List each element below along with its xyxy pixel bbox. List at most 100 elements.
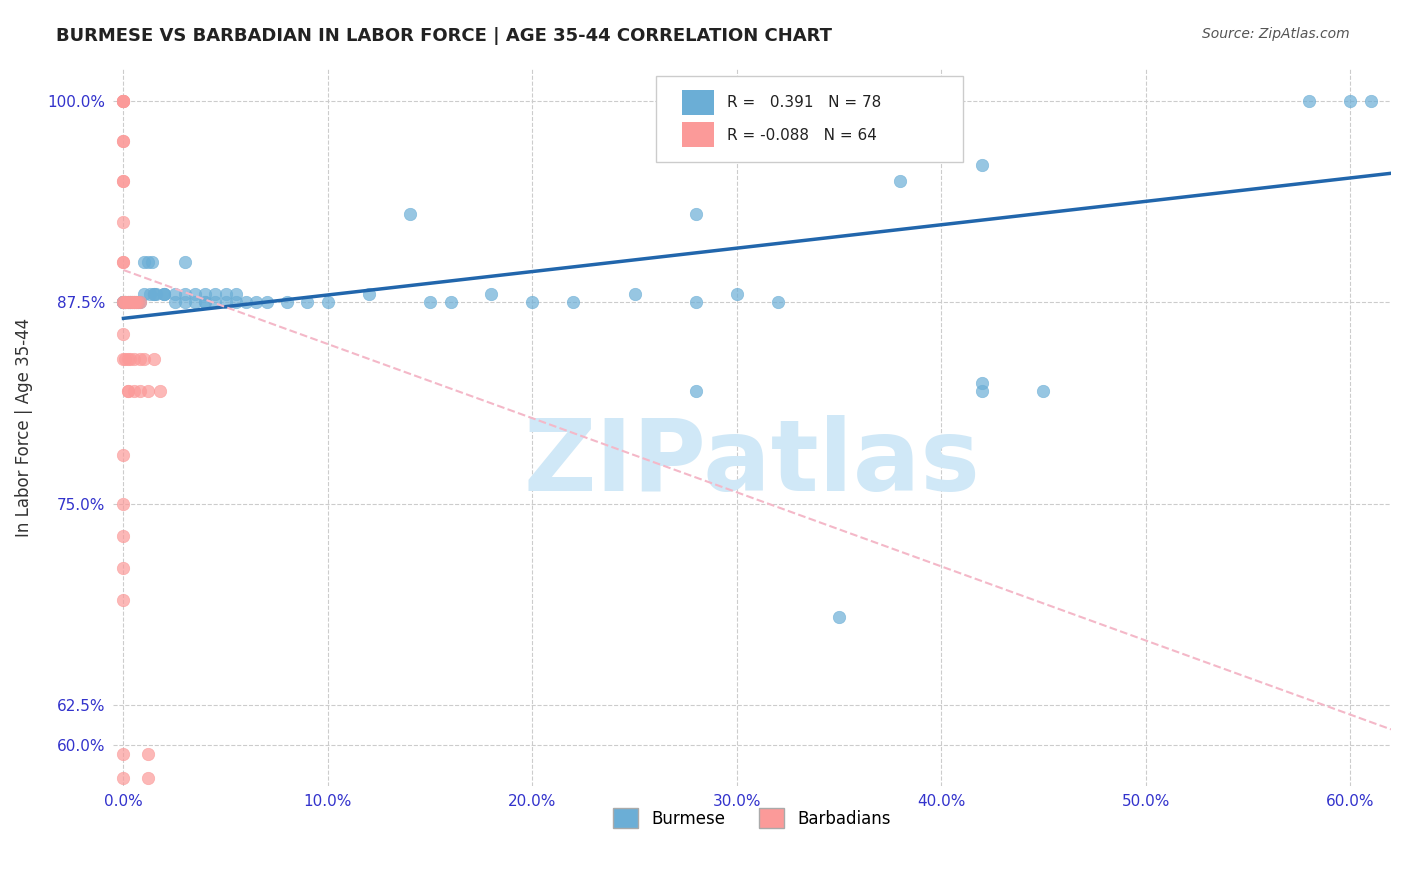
Point: [117, 295, 139, 310]
Point: [143, 287, 166, 301]
Point: [972, 376, 994, 390]
Point: [118, 295, 141, 310]
Point: [112, 134, 135, 148]
Point: [256, 295, 278, 310]
Point: [122, 351, 145, 366]
Point: [143, 287, 166, 301]
Point: [117, 295, 139, 310]
Point: [136, 771, 159, 785]
Point: [225, 295, 247, 310]
Point: [114, 295, 136, 310]
Point: [127, 295, 149, 310]
Point: [112, 255, 135, 269]
Point: [112, 351, 135, 366]
Point: [122, 384, 145, 398]
Point: [163, 295, 186, 310]
Point: [481, 287, 503, 301]
Point: [194, 287, 217, 301]
Point: [112, 295, 135, 310]
Point: [276, 295, 298, 310]
Point: [132, 351, 155, 366]
Point: [357, 287, 380, 301]
Point: [114, 295, 136, 310]
Point: [316, 295, 339, 310]
Point: [112, 529, 135, 543]
Point: [112, 174, 135, 188]
Point: [153, 287, 176, 301]
Point: [112, 295, 135, 310]
Point: [522, 295, 544, 310]
Text: R = -0.088   N = 64: R = -0.088 N = 64: [727, 128, 876, 143]
Y-axis label: In Labor Force | Age 35-44: In Labor Force | Age 35-44: [15, 318, 32, 537]
Point: [112, 295, 135, 310]
Point: [118, 295, 141, 310]
Point: [122, 295, 145, 310]
Point: [127, 295, 149, 310]
Point: [297, 295, 319, 310]
Point: [194, 295, 217, 310]
Point: [623, 287, 645, 301]
Point: [117, 384, 139, 398]
Point: [112, 94, 135, 108]
Point: [112, 94, 135, 108]
FancyBboxPatch shape: [657, 76, 963, 161]
Point: [128, 351, 150, 366]
Point: [1298, 94, 1320, 108]
Point: [112, 94, 135, 108]
Point: [136, 255, 159, 269]
Point: [112, 747, 135, 761]
Point: [112, 174, 135, 188]
Point: [725, 287, 748, 301]
Point: [128, 295, 150, 310]
Point: [125, 295, 148, 310]
Point: [114, 351, 136, 366]
Point: [235, 295, 257, 310]
Point: [128, 384, 150, 398]
Point: [562, 295, 585, 310]
Point: [136, 384, 159, 398]
FancyBboxPatch shape: [682, 90, 714, 115]
Point: [112, 94, 135, 108]
Point: [194, 295, 217, 310]
Point: [153, 287, 176, 301]
Text: ZIPatlas: ZIPatlas: [523, 415, 980, 511]
Point: [121, 295, 143, 310]
Point: [122, 295, 145, 310]
Point: [1360, 94, 1382, 108]
Point: [215, 295, 238, 310]
Point: [139, 287, 162, 301]
Point: [128, 295, 150, 310]
Point: [118, 351, 141, 366]
Point: [149, 384, 172, 398]
Point: [132, 287, 155, 301]
Point: [173, 255, 195, 269]
Point: [173, 295, 195, 310]
Point: [143, 351, 166, 366]
Point: [828, 609, 851, 624]
Point: [117, 295, 139, 310]
Point: [141, 255, 163, 269]
Point: [419, 295, 441, 310]
Text: BURMESE VS BARBADIAN IN LABOR FORCE | AGE 35-44 CORRELATION CHART: BURMESE VS BARBADIAN IN LABOR FORCE | AG…: [56, 27, 832, 45]
Point: [112, 94, 135, 108]
Point: [112, 561, 135, 575]
Point: [204, 295, 226, 310]
Point: [889, 174, 911, 188]
Point: [398, 206, 420, 220]
Point: [112, 448, 135, 462]
Point: [112, 497, 135, 511]
Point: [112, 593, 135, 607]
Point: [114, 295, 136, 310]
Point: [112, 295, 135, 310]
Point: [117, 351, 139, 366]
Point: [112, 295, 135, 310]
Point: [122, 295, 145, 310]
Point: [1339, 94, 1361, 108]
Text: Source: ZipAtlas.com: Source: ZipAtlas.com: [1202, 27, 1350, 41]
Point: [972, 158, 994, 172]
Point: [173, 287, 195, 301]
Point: [184, 287, 207, 301]
Point: [112, 255, 135, 269]
Legend: Burmese, Barbadians: Burmese, Barbadians: [607, 801, 897, 835]
Point: [112, 295, 135, 310]
